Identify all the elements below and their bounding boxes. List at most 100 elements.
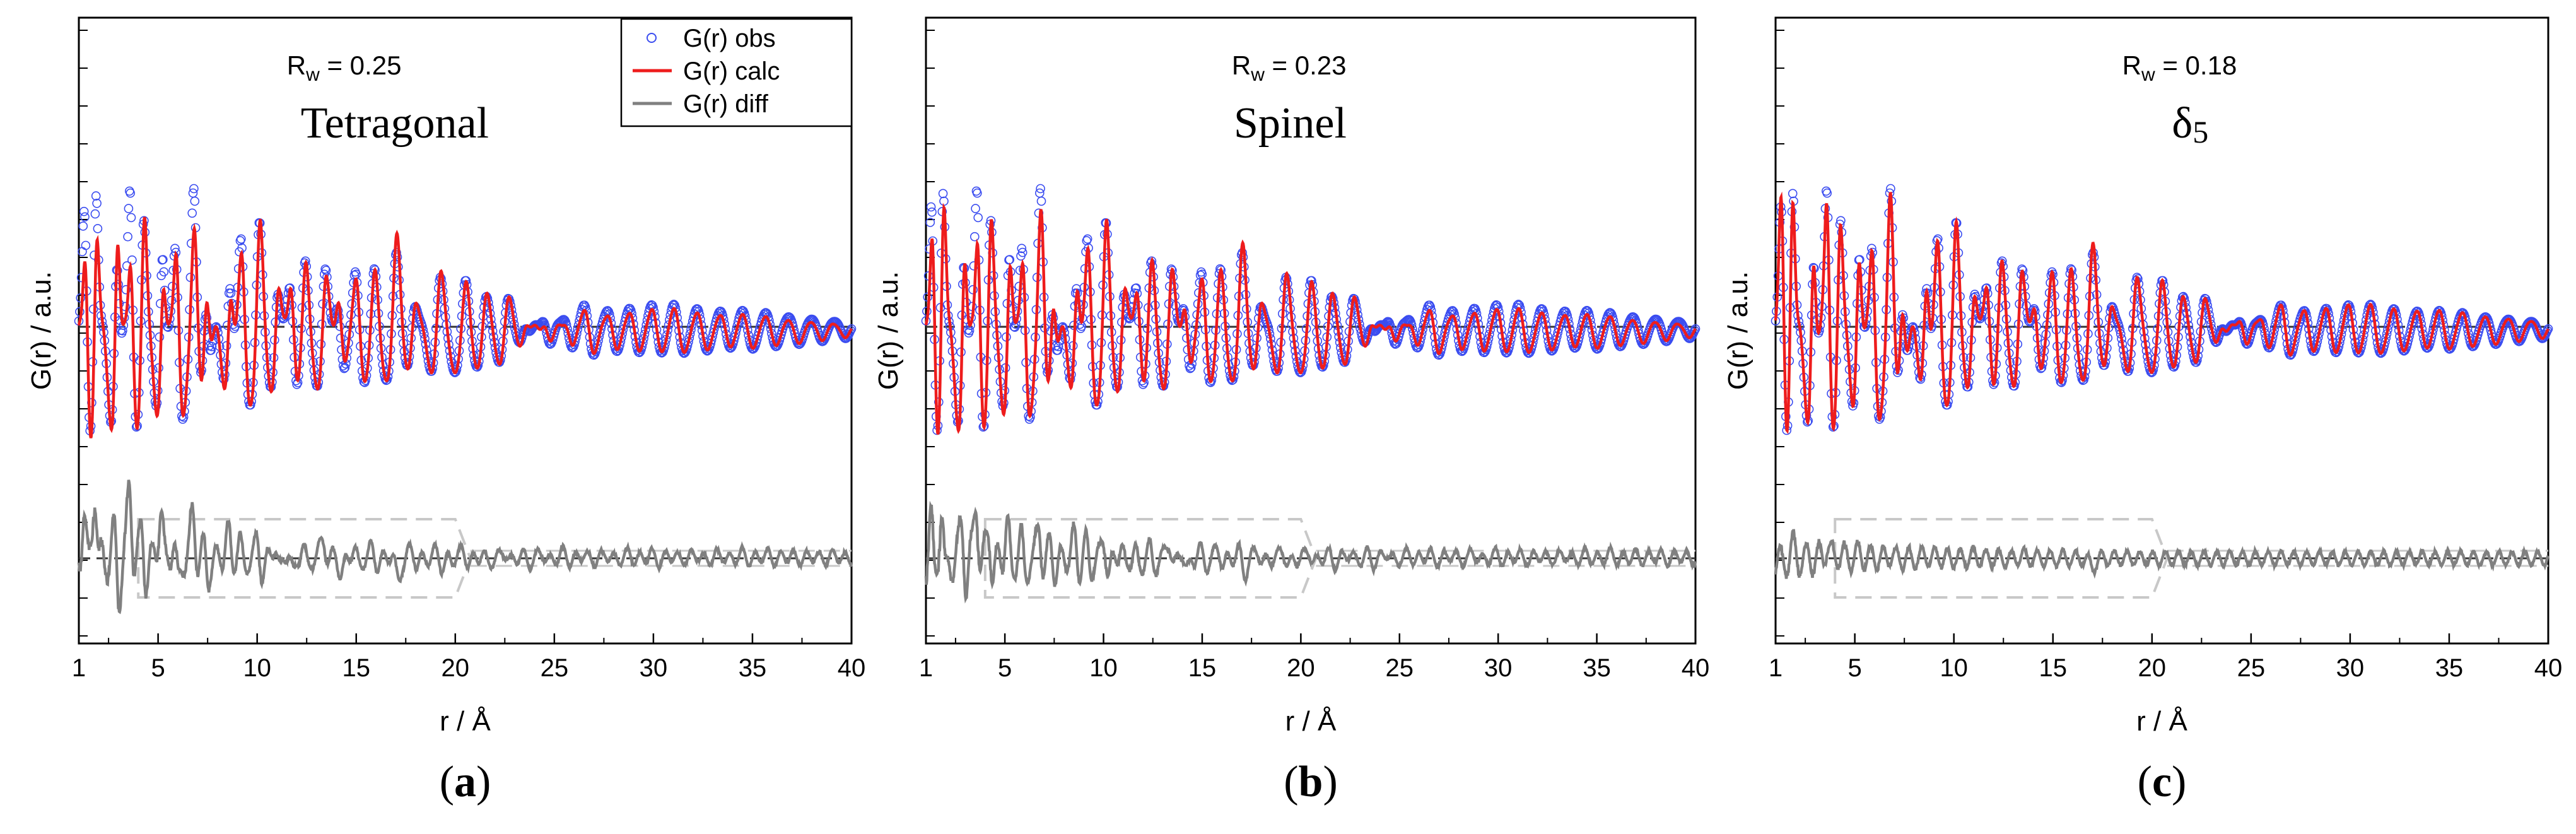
obs-point [126,188,135,198]
obs-point [78,221,88,231]
y-axis-label: G(r) / a.u. [1723,271,1753,390]
obs-point [121,285,131,295]
obs-point [126,213,136,223]
x-tick-label: 25 [1386,654,1414,682]
x-axis-label: r / Å [2136,706,2187,737]
obs-point [280,311,290,321]
obs-point [1690,326,1699,336]
obs-point [1788,189,1798,199]
x-tick-label: 35 [739,654,767,682]
obs-point [189,184,199,194]
x-tick-label: 25 [2237,654,2266,682]
x-tick-label: 35 [2435,654,2464,682]
obs-point [1053,345,1063,355]
obs-point [91,191,101,201]
x-tick-label: 40 [1682,654,1710,682]
x-tick-label: 1 [919,654,933,682]
obs-point [93,224,103,233]
x-tick-label: 10 [1089,654,1118,682]
obs-point [114,279,123,290]
x-tick-label: 20 [1287,654,1315,682]
obs-point [971,204,980,213]
obs-point [159,267,169,277]
rw-label: Rw = 0.25 [287,50,402,85]
obs-point [2434,305,2444,315]
y-axis-label: G(r) / a.u. [873,271,904,390]
obs-point [340,363,350,373]
x-tick-label: 40 [838,654,866,682]
obs-point [2543,324,2553,334]
x-tick-label: 20 [442,654,470,682]
obs-point [123,232,132,242]
obs-point [339,363,349,373]
diff-region-box [983,518,1318,599]
series-gr-obs [74,184,857,436]
obs-point [92,198,102,208]
obs-point [1082,234,1092,244]
x-tick-label: 5 [1848,654,1862,682]
obs-point [2543,326,2552,336]
obs-point [846,326,855,336]
x-tick-label: 35 [1583,654,1611,682]
obs-point [1036,184,1045,194]
x-axis-label: r / Å [1285,706,1337,737]
obs-point [925,218,935,227]
obs-point [1017,244,1027,254]
obs-point [1822,188,1832,198]
obs-point [81,240,91,250]
series-gr-diff [1774,529,2550,579]
x-tick-label: 30 [2336,654,2365,682]
diff-region-box [1834,518,2169,599]
phase-title: δ5 [2172,99,2208,150]
obs-point [973,188,982,198]
x-tick-label: 30 [640,654,668,682]
x-tick-label: 5 [151,654,165,682]
x-tick-label: 30 [1484,654,1513,682]
obs-point [190,196,200,206]
rw-label: Rw = 0.18 [2122,50,2237,85]
diff-region-box [137,518,472,599]
phase-title: Tetragonal [301,99,489,148]
panel-label: (c) [2138,758,2187,806]
series-gr-diff [924,500,1697,604]
obs-point [938,189,948,199]
x-tick-label: 10 [1940,654,1968,682]
obs-point [80,212,90,222]
obs-point [926,202,936,212]
series-gr-calc [924,203,1697,435]
y-axis-label: G(r) / a.u. [26,271,57,390]
x-tick-label: 1 [1769,654,1783,682]
x-tick-label: 1 [72,654,86,682]
legend-marker-obs [647,33,657,43]
obs-point [124,204,134,213]
obs-point [206,345,216,355]
legend-entry: G(r) calc [683,57,780,85]
obs-point [118,326,127,336]
obs-point [127,255,137,265]
obs-point [2025,317,2035,327]
panel-label: (b) [1284,758,1338,806]
phase-title: Spinel [1234,99,1347,148]
obs-point [187,208,197,218]
obs-point [927,207,937,217]
rw-label: Rw = 0.23 [1232,50,1347,85]
obs-point [76,293,85,303]
obs-point [79,206,89,216]
obs-point [939,196,949,206]
x-tick-label: 15 [1188,654,1217,682]
x-tick-label: 25 [541,654,569,682]
obs-point [970,232,980,242]
panel-label: (a) [440,758,491,806]
obs-point [846,324,857,334]
obs-point [2256,315,2266,324]
obs-point [1017,247,1027,257]
obs-point [1690,324,1701,334]
obs-point [392,252,402,262]
obs-point [473,360,483,370]
x-tick-label: 20 [2138,654,2167,682]
obs-point [321,266,331,276]
obs-point [559,315,569,324]
obs-point [1404,315,1414,324]
